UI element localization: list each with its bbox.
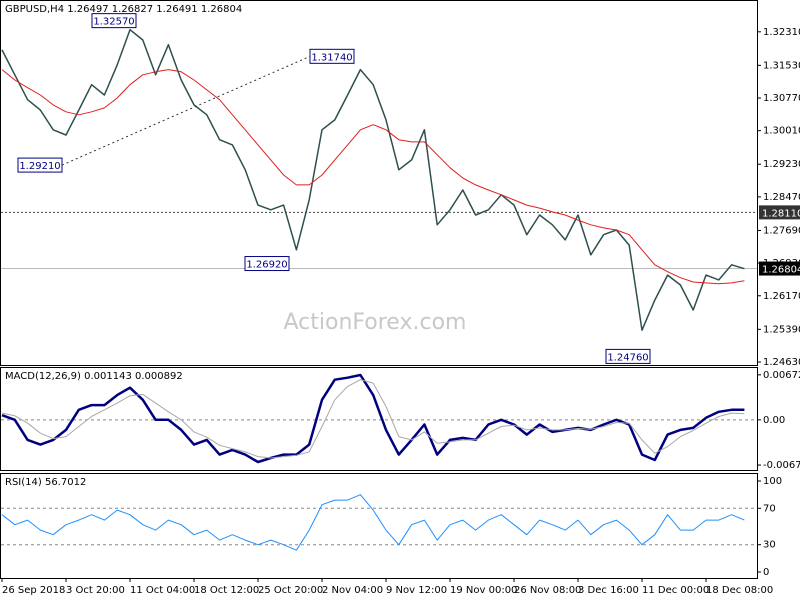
x-tick-label: 11 Oct 04:00 [130, 585, 195, 596]
panel-frame [0, 473, 758, 579]
series-line [1, 28, 745, 331]
y-tick-label: 1.25390 [763, 324, 800, 335]
x-tick-label: 3 Dec 16:00 [578, 585, 639, 596]
panel-frame [0, 0, 758, 366]
x-tick-label: 26 Sep 2018 [2, 585, 65, 596]
y-tick-label: 1.27690 [763, 225, 800, 236]
annotation-label: 1.32570 [93, 17, 134, 28]
x-tick-label: 18 Oct 12:00 [194, 585, 259, 596]
x-tick-label: 26 Nov 08:00 [514, 585, 581, 596]
y-tick-label: 70 [763, 503, 776, 514]
annotation-label: 1.31740 [311, 52, 352, 63]
trend-line [61, 55, 311, 166]
y-tick-label: 1.31530 [763, 60, 800, 71]
panel-frame [0, 367, 758, 471]
y-tick-label: 1.29230 [763, 159, 800, 170]
annotation-box [244, 256, 290, 272]
y-tick-label: 1.30010 [763, 126, 800, 137]
annotation-label: 1.29210 [19, 161, 60, 172]
y-tick-label: 0.006729 [763, 370, 800, 381]
price-label-box [759, 261, 800, 276]
y-tick-label: 30 [763, 540, 776, 551]
series-line [1, 494, 745, 551]
x-tick-label: 25 Oct 20:00 [258, 585, 323, 596]
x-tick-label: 11 Dec 00:00 [642, 585, 709, 596]
panel-title: RSI(14) 56.7012 [5, 477, 86, 488]
series-line [1, 69, 745, 285]
y-tick-label: 1.26170 [763, 291, 800, 302]
annotation-box [605, 348, 651, 364]
series-line [1, 379, 745, 459]
y-tick-label: 100 [763, 476, 782, 487]
price-label-box [759, 205, 800, 220]
x-tick-label: 18 Dec 08:00 [706, 585, 773, 596]
x-tick-label: 9 Nov 12:00 [386, 585, 447, 596]
price-label: 1.26804 [762, 265, 800, 276]
price-label: 1.28110 [762, 208, 800, 219]
annotation-label: 1.24760 [607, 352, 648, 363]
x-tick-label: 19 Nov 00:00 [450, 585, 517, 596]
y-tick-label: 1.32310 [763, 27, 800, 38]
y-tick-label: -0.006758 [763, 460, 800, 471]
watermark: ActionForex.com [284, 310, 467, 335]
x-tick-label: 2 Nov 04:00 [322, 585, 383, 596]
x-tick-label: 3 Oct 20:00 [66, 585, 125, 596]
y-tick-label: 1.28470 [763, 192, 800, 203]
series-line [1, 373, 745, 464]
y-tick-label: 0.00 [763, 415, 785, 426]
annotation-label: 1.26920 [246, 260, 287, 271]
panel-title: GBPUSD,H4 1.26497 1.26827 1.26491 1.2680… [5, 4, 242, 15]
y-tick-label: 1.30770 [763, 93, 800, 104]
panel-title: MACD(12,26,9) 0.001143 0.000892 [5, 371, 183, 382]
y-tick-label: 0 [763, 567, 769, 578]
y-tick-label: 1.24630 [763, 357, 800, 368]
annotation-box [91, 13, 137, 29]
